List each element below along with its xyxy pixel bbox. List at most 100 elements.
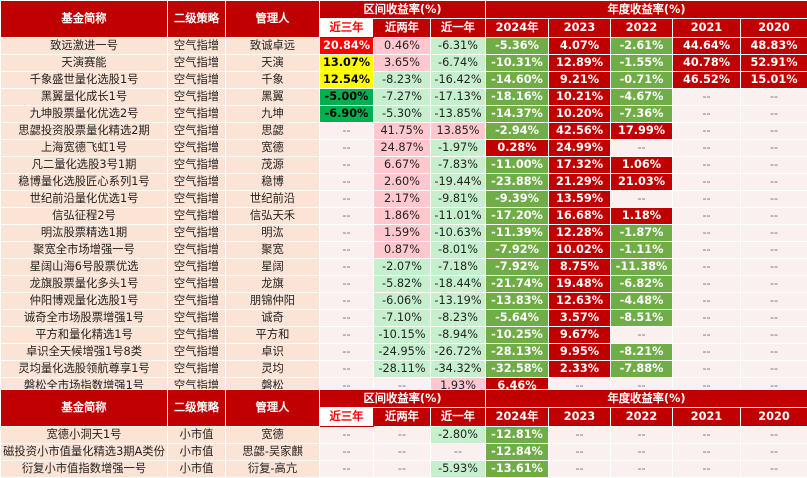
t1-cell-fund-name: 天演赛能 <box>1 55 168 72</box>
t1-cell-manager: 龙旗 <box>226 276 320 293</box>
t1-table-row: 黑翼量化成长1号空气指增黑翼-5.00%-7.27%-17.13%-18.16%… <box>1 89 807 106</box>
t1-cell-fund-name: 致远激进一号 <box>1 38 168 55</box>
t2-cell-recent-3y: -- <box>320 444 374 461</box>
t1-cell-y2021: 44.64% <box>673 38 741 55</box>
t2-header-fund-name: 基金简称 <box>1 390 168 427</box>
t1-cell-y2021: -- <box>673 157 741 174</box>
t1-cell-recent-2y: -7.10% <box>374 310 431 327</box>
t1-cell-y2024: -10.25% <box>486 327 549 344</box>
t1-table-row: 思勰投资股票量化精选2期空气指增思勰--41.75%13.85%-2.94%42… <box>1 123 807 140</box>
t2-cell-y2024: -12.84% <box>486 444 549 461</box>
t1-cell-y2024: -14.37% <box>486 106 549 123</box>
t1-table-row: 卓识全天候增强1号8类空气指增卓识---24.95%-26.72%-28.13%… <box>1 344 807 361</box>
t2-table-row: 衍复小市值指数增强一号小市值衍复-高亢-----5.93%-13.61%----… <box>1 461 807 478</box>
t1-header-2023: 2023 <box>549 19 611 38</box>
t1-cell-recent-2y: -10.15% <box>374 327 431 344</box>
t1-cell-recent-3y: -- <box>320 344 374 361</box>
t1-cell-y2023: 12.89% <box>549 55 611 72</box>
t2-table-row: 磁投资小市值量化精选3期A类份小市值思勰-吴家麒-------12.84%---… <box>1 444 807 461</box>
t1-cell-strategy: 空气指增 <box>168 276 226 293</box>
t1-cell-y2020: -- <box>741 157 807 174</box>
t2-cell-y2021: -- <box>673 461 741 478</box>
t1-cell-y2023: 17.32% <box>549 157 611 174</box>
t1-cell-y2024: -11.00% <box>486 157 549 174</box>
t1-cell-y2022: -- <box>611 140 673 157</box>
t1-table-row: 明汯股票精选1期空气指增明汯--1.59%-10.63%-11.39%12.28… <box>1 225 807 242</box>
t1-cell-y2022: -4.48% <box>611 293 673 310</box>
t1-header-recent-1y: 近一年 <box>431 19 486 38</box>
t1-cell-recent-3y: -- <box>320 191 374 208</box>
t1-cell-y2023: 13.59% <box>549 191 611 208</box>
t1-cell-strategy: 空气指增 <box>168 157 226 174</box>
t1-cell-strategy: 空气指增 <box>168 89 226 106</box>
t1-cell-y2023: 21.29% <box>549 174 611 191</box>
t1-cell-recent-2y: 41.75% <box>374 123 431 140</box>
t1-cell-recent-3y: -5.00% <box>320 89 374 106</box>
t1-cell-y2022: 1.18% <box>611 208 673 225</box>
t1-cell-fund-name: 思勰投资股票量化精选2期 <box>1 123 168 140</box>
t1-header-recent-2y: 近两年 <box>374 19 431 38</box>
t1-cell-fund-name: 九坤股票量化优选2号 <box>1 106 168 123</box>
t1-cell-y2020: -- <box>741 140 807 157</box>
t2-cell-manager: 宽德 <box>226 427 320 444</box>
t1-cell-y2023: 12.63% <box>549 293 611 310</box>
t1-cell-y2023: 19.48% <box>549 276 611 293</box>
t1-cell-y2020: -- <box>741 242 807 259</box>
t1-table-row: 信弘征程2号空气指增信弘天禾--1.86%-11.01%-17.20%16.68… <box>1 208 807 225</box>
t1-cell-recent-2y: -5.82% <box>374 276 431 293</box>
t1-cell-y2023: 24.99% <box>549 140 611 157</box>
t2-cell-strategy: 小市值 <box>168 444 226 461</box>
t1-cell-recent-3y: -- <box>320 276 374 293</box>
t2-cell-y2021: -- <box>673 444 741 461</box>
t1-cell-y2024: -9.39% <box>486 191 549 208</box>
t1-cell-recent-1y: -7.18% <box>431 259 486 276</box>
t2-cell-fund-name: 磁投资小市值量化精选3期A类份 <box>1 444 168 461</box>
t1-cell-recent-2y: 2.17% <box>374 191 431 208</box>
t1-cell-y2021: -- <box>673 174 741 191</box>
t1-cell-recent-2y: -24.95% <box>374 344 431 361</box>
t1-cell-y2023: 2.33% <box>549 361 611 378</box>
t1-cell-y2022: -7.88% <box>611 361 673 378</box>
t2-cell-y2020: -- <box>741 461 807 478</box>
t1-cell-y2020: -- <box>741 191 807 208</box>
t1-cell-manager: 茂源 <box>226 157 320 174</box>
t1-cell-y2024: -7.92% <box>486 242 549 259</box>
t1-cell-y2021: -- <box>673 89 741 106</box>
t1-cell-recent-1y: -8.23% <box>431 310 486 327</box>
t1-cell-y2020: -- <box>741 89 807 106</box>
t1-cell-fund-name: 稳博量化选股匠心系列1号 <box>1 174 168 191</box>
t1-cell-y2020: -- <box>741 174 807 191</box>
t1-cell-recent-1y: -17.13% <box>431 89 486 106</box>
t1-cell-fund-name: 仲阳博观量化选股1号 <box>1 293 168 310</box>
t1-cell-y2020: -- <box>741 344 807 361</box>
t2-header-2022: 2022 <box>611 408 673 427</box>
t1-cell-recent-2y: -6.06% <box>374 293 431 310</box>
t1-cell-y2021: 46.52% <box>673 72 741 89</box>
t1-cell-recent-1y: -11.01% <box>431 208 486 225</box>
t1-cell-manager: 朋锦仲阳 <box>226 293 320 310</box>
t1-table-row: 上海宽德飞虹1号空气指增宽德--24.87%-1.97%0.28%24.99%-… <box>1 140 807 157</box>
t1-cell-fund-name: 卓识全天候增强1号8类 <box>1 344 168 361</box>
t2-cell-y2024: -12.81% <box>486 427 549 444</box>
t1-cell-manager: 稳博 <box>226 174 320 191</box>
t1-cell-y2024: -11.39% <box>486 225 549 242</box>
t1-cell-recent-1y: -13.85% <box>431 106 486 123</box>
t1-cell-manager: 聚宽 <box>226 242 320 259</box>
t1-cell-y2021: -- <box>673 225 741 242</box>
t1-cell-y2022: -0.71% <box>611 72 673 89</box>
t1-cell-y2021: 40.78% <box>673 55 741 72</box>
t1-cell-recent-2y: -7.27% <box>374 89 431 106</box>
t1-cell-recent-1y: -8.94% <box>431 327 486 344</box>
t1-cell-recent-3y: -- <box>320 242 374 259</box>
t1-cell-recent-2y: 6.67% <box>374 157 431 174</box>
t1-table-row: 仲阳博观量化选股1号空气指增朋锦仲阳---6.06%-13.19%-13.83%… <box>1 293 807 310</box>
t1-cell-y2022: -- <box>611 191 673 208</box>
t1-cell-recent-1y: -13.19% <box>431 293 486 310</box>
t2-header-2024: 2024年 <box>486 408 549 427</box>
t1-cell-y2021: -- <box>673 259 741 276</box>
t1-cell-y2023: 10.21% <box>549 89 611 106</box>
t1-cell-strategy: 空气指增 <box>168 55 226 72</box>
t1-cell-manager: 黑翼 <box>226 89 320 106</box>
t1-cell-y2024: -5.64% <box>486 310 549 327</box>
t1-cell-fund-name: 聚宽全市场增强一号 <box>1 242 168 259</box>
